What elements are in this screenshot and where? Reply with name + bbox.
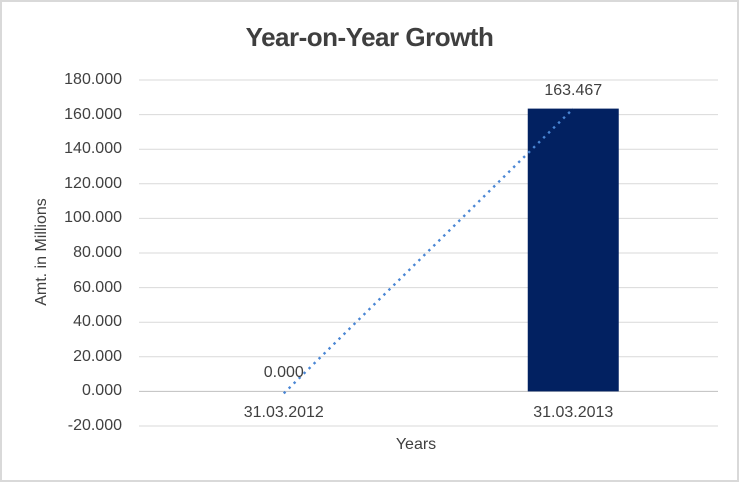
- y-tick-label: 140.000: [64, 140, 122, 158]
- y-tick-label: 100.000: [64, 209, 122, 227]
- x-category-label: 31.03.2012: [243, 404, 324, 422]
- y-tick-label: 180.000: [64, 71, 122, 88]
- x-axis-title: Years: [395, 436, 437, 453]
- y-tick-label: 80.000: [73, 244, 122, 261]
- trendline: [282, 107, 575, 395]
- y-tick-label: 40.000: [73, 313, 122, 331]
- data-label: 163.467: [544, 81, 603, 99]
- y-tick-label: 20.000: [73, 347, 122, 365]
- bar-31.03.2013: [527, 108, 619, 392]
- y-tick-label: 0.000: [81, 382, 122, 400]
- y-tick-label: 120.000: [64, 174, 122, 192]
- x-category-label: 31.03.2013: [533, 404, 614, 422]
- data-label: 0.000: [263, 364, 304, 382]
- y-tick-label: 60.000: [73, 278, 122, 296]
- chart-title: Year-on-Year Growth: [245, 22, 494, 52]
- y-tick-label: -20.000: [67, 417, 122, 434]
- y-axis-tick-labels: 180.000 160.000 140.000 120.000 100.000 80.00…: [2, 2, 122, 480]
- y-tick-label: 160.000: [64, 105, 122, 123]
